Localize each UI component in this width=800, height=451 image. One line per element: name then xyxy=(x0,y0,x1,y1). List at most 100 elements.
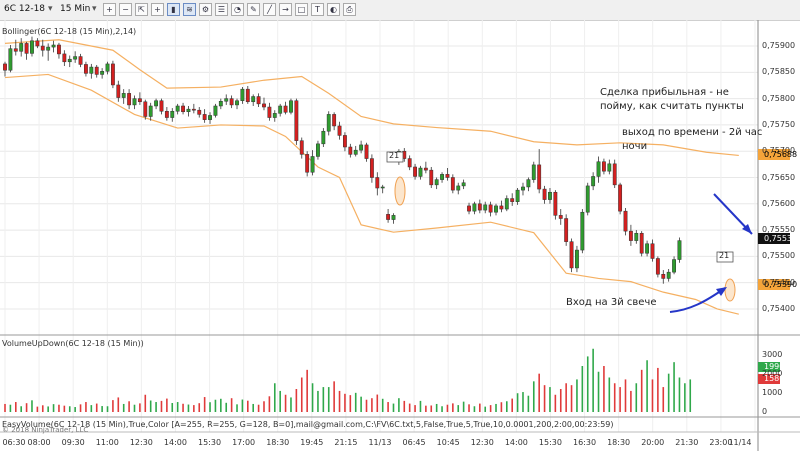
candle xyxy=(639,231,644,257)
candle xyxy=(3,61,7,77)
time-tick-label: 06:30 xyxy=(2,438,26,447)
candle-body xyxy=(569,241,574,269)
properties-icon[interactable]: ☰ xyxy=(215,3,228,16)
candle xyxy=(94,64,99,78)
candle-body xyxy=(159,100,164,112)
candle-body xyxy=(575,249,579,269)
candle-body xyxy=(305,154,310,173)
indicators-icon[interactable]: ≋ xyxy=(183,3,196,16)
print-icon[interactable]: ⎙ xyxy=(343,3,356,16)
candle-body xyxy=(316,143,320,157)
candle-body xyxy=(337,125,342,136)
candle-body xyxy=(73,56,78,60)
volume-tick-label: 0 xyxy=(762,407,768,416)
strategies-icon[interactable]: ⚙ xyxy=(199,3,212,16)
candle-body xyxy=(186,108,191,113)
time-tick-label: 11/14 xyxy=(728,438,752,447)
candle xyxy=(634,230,639,244)
candle xyxy=(224,94,229,105)
price-tick-label: 0,75850 xyxy=(762,67,796,77)
candle-body xyxy=(504,198,509,210)
candle-body xyxy=(235,100,239,106)
instrument-dropdown-icon[interactable]: ▾ xyxy=(48,4,53,14)
candle-body xyxy=(224,98,229,102)
candle xyxy=(585,182,590,216)
candle-body xyxy=(461,182,466,187)
draw-rectangle-icon[interactable]: □ xyxy=(295,3,308,16)
time-tick-label: 09:30 xyxy=(61,438,85,447)
candle xyxy=(553,190,558,220)
candle xyxy=(105,61,110,75)
candle xyxy=(601,158,606,175)
candle-body xyxy=(148,105,153,117)
draw-text-icon[interactable]: T xyxy=(311,3,324,16)
candle xyxy=(251,94,256,106)
candle-body xyxy=(434,179,439,186)
timeframe-selector[interactable]: 15 Min xyxy=(60,4,91,14)
candle-body xyxy=(272,113,277,118)
candle xyxy=(655,256,660,278)
candle xyxy=(299,137,304,159)
candle-body xyxy=(289,100,293,113)
timeframe-dropdown-icon[interactable]: ▾ xyxy=(92,4,97,14)
candle xyxy=(13,39,18,56)
candle xyxy=(380,184,385,194)
candle xyxy=(310,150,315,176)
chart-canvas[interactable] xyxy=(0,20,800,451)
candle-body xyxy=(154,100,159,107)
candle-body xyxy=(655,258,660,275)
time-tick-label: 12:30 xyxy=(470,438,494,447)
candle-body xyxy=(369,158,374,178)
volume-tag-a-bg xyxy=(758,362,780,372)
time-tick-label: 19:45 xyxy=(300,438,324,447)
candle xyxy=(666,269,671,282)
volume-bars xyxy=(4,348,692,412)
zoom-in-icon[interactable]: + xyxy=(103,3,116,16)
zoom-out-icon[interactable]: − xyxy=(119,3,132,16)
candle xyxy=(364,142,369,162)
instrument-selector[interactable]: 6C 12-18 xyxy=(4,4,46,14)
candle xyxy=(213,103,218,118)
draw-line-icon[interactable]: ╱ xyxy=(263,3,276,16)
candle-body xyxy=(440,174,444,180)
candle-body xyxy=(175,105,180,112)
candle-body xyxy=(623,210,628,232)
candle xyxy=(332,112,337,131)
candle xyxy=(645,240,650,257)
candle xyxy=(504,195,509,212)
candle xyxy=(510,193,515,206)
candle-body xyxy=(548,191,552,200)
candle-body xyxy=(510,198,515,202)
draw-ray-icon[interactable]: → xyxy=(279,3,292,16)
signal-highlight-2 xyxy=(724,278,736,302)
candle xyxy=(569,238,574,273)
last-price-tag: 0,75530 xyxy=(764,234,798,243)
candle xyxy=(472,201,477,215)
candle-body xyxy=(181,105,185,113)
lock-icon[interactable]: ◔ xyxy=(231,3,244,16)
candle-body xyxy=(666,271,671,279)
price-tick-label: 0,75400 xyxy=(762,303,796,313)
candle xyxy=(245,86,250,104)
drawing-tools-icon[interactable]: ✎ xyxy=(247,3,260,16)
candle xyxy=(494,203,498,216)
candle-body xyxy=(3,63,7,71)
candle-body xyxy=(515,189,520,202)
candle-body xyxy=(310,156,315,173)
candle-body xyxy=(51,44,56,48)
candle xyxy=(548,188,552,204)
color-palette-icon[interactable]: ◐ xyxy=(327,3,340,16)
chart-style-icon[interactable]: ▮ xyxy=(167,3,180,16)
candle xyxy=(278,103,283,117)
candle-body xyxy=(46,46,51,51)
candle xyxy=(499,200,504,213)
candle-body xyxy=(359,144,364,151)
candle-body xyxy=(596,161,601,177)
crosshair-icon[interactable]: + xyxy=(151,3,164,16)
price-tick-label: 0,75550 xyxy=(762,225,796,235)
candle-body xyxy=(564,218,569,242)
cursor-icon[interactable]: ⇱ xyxy=(135,3,148,16)
time-tick-label: 12:30 xyxy=(129,438,153,447)
candle-body xyxy=(251,96,256,103)
candle xyxy=(321,128,326,147)
